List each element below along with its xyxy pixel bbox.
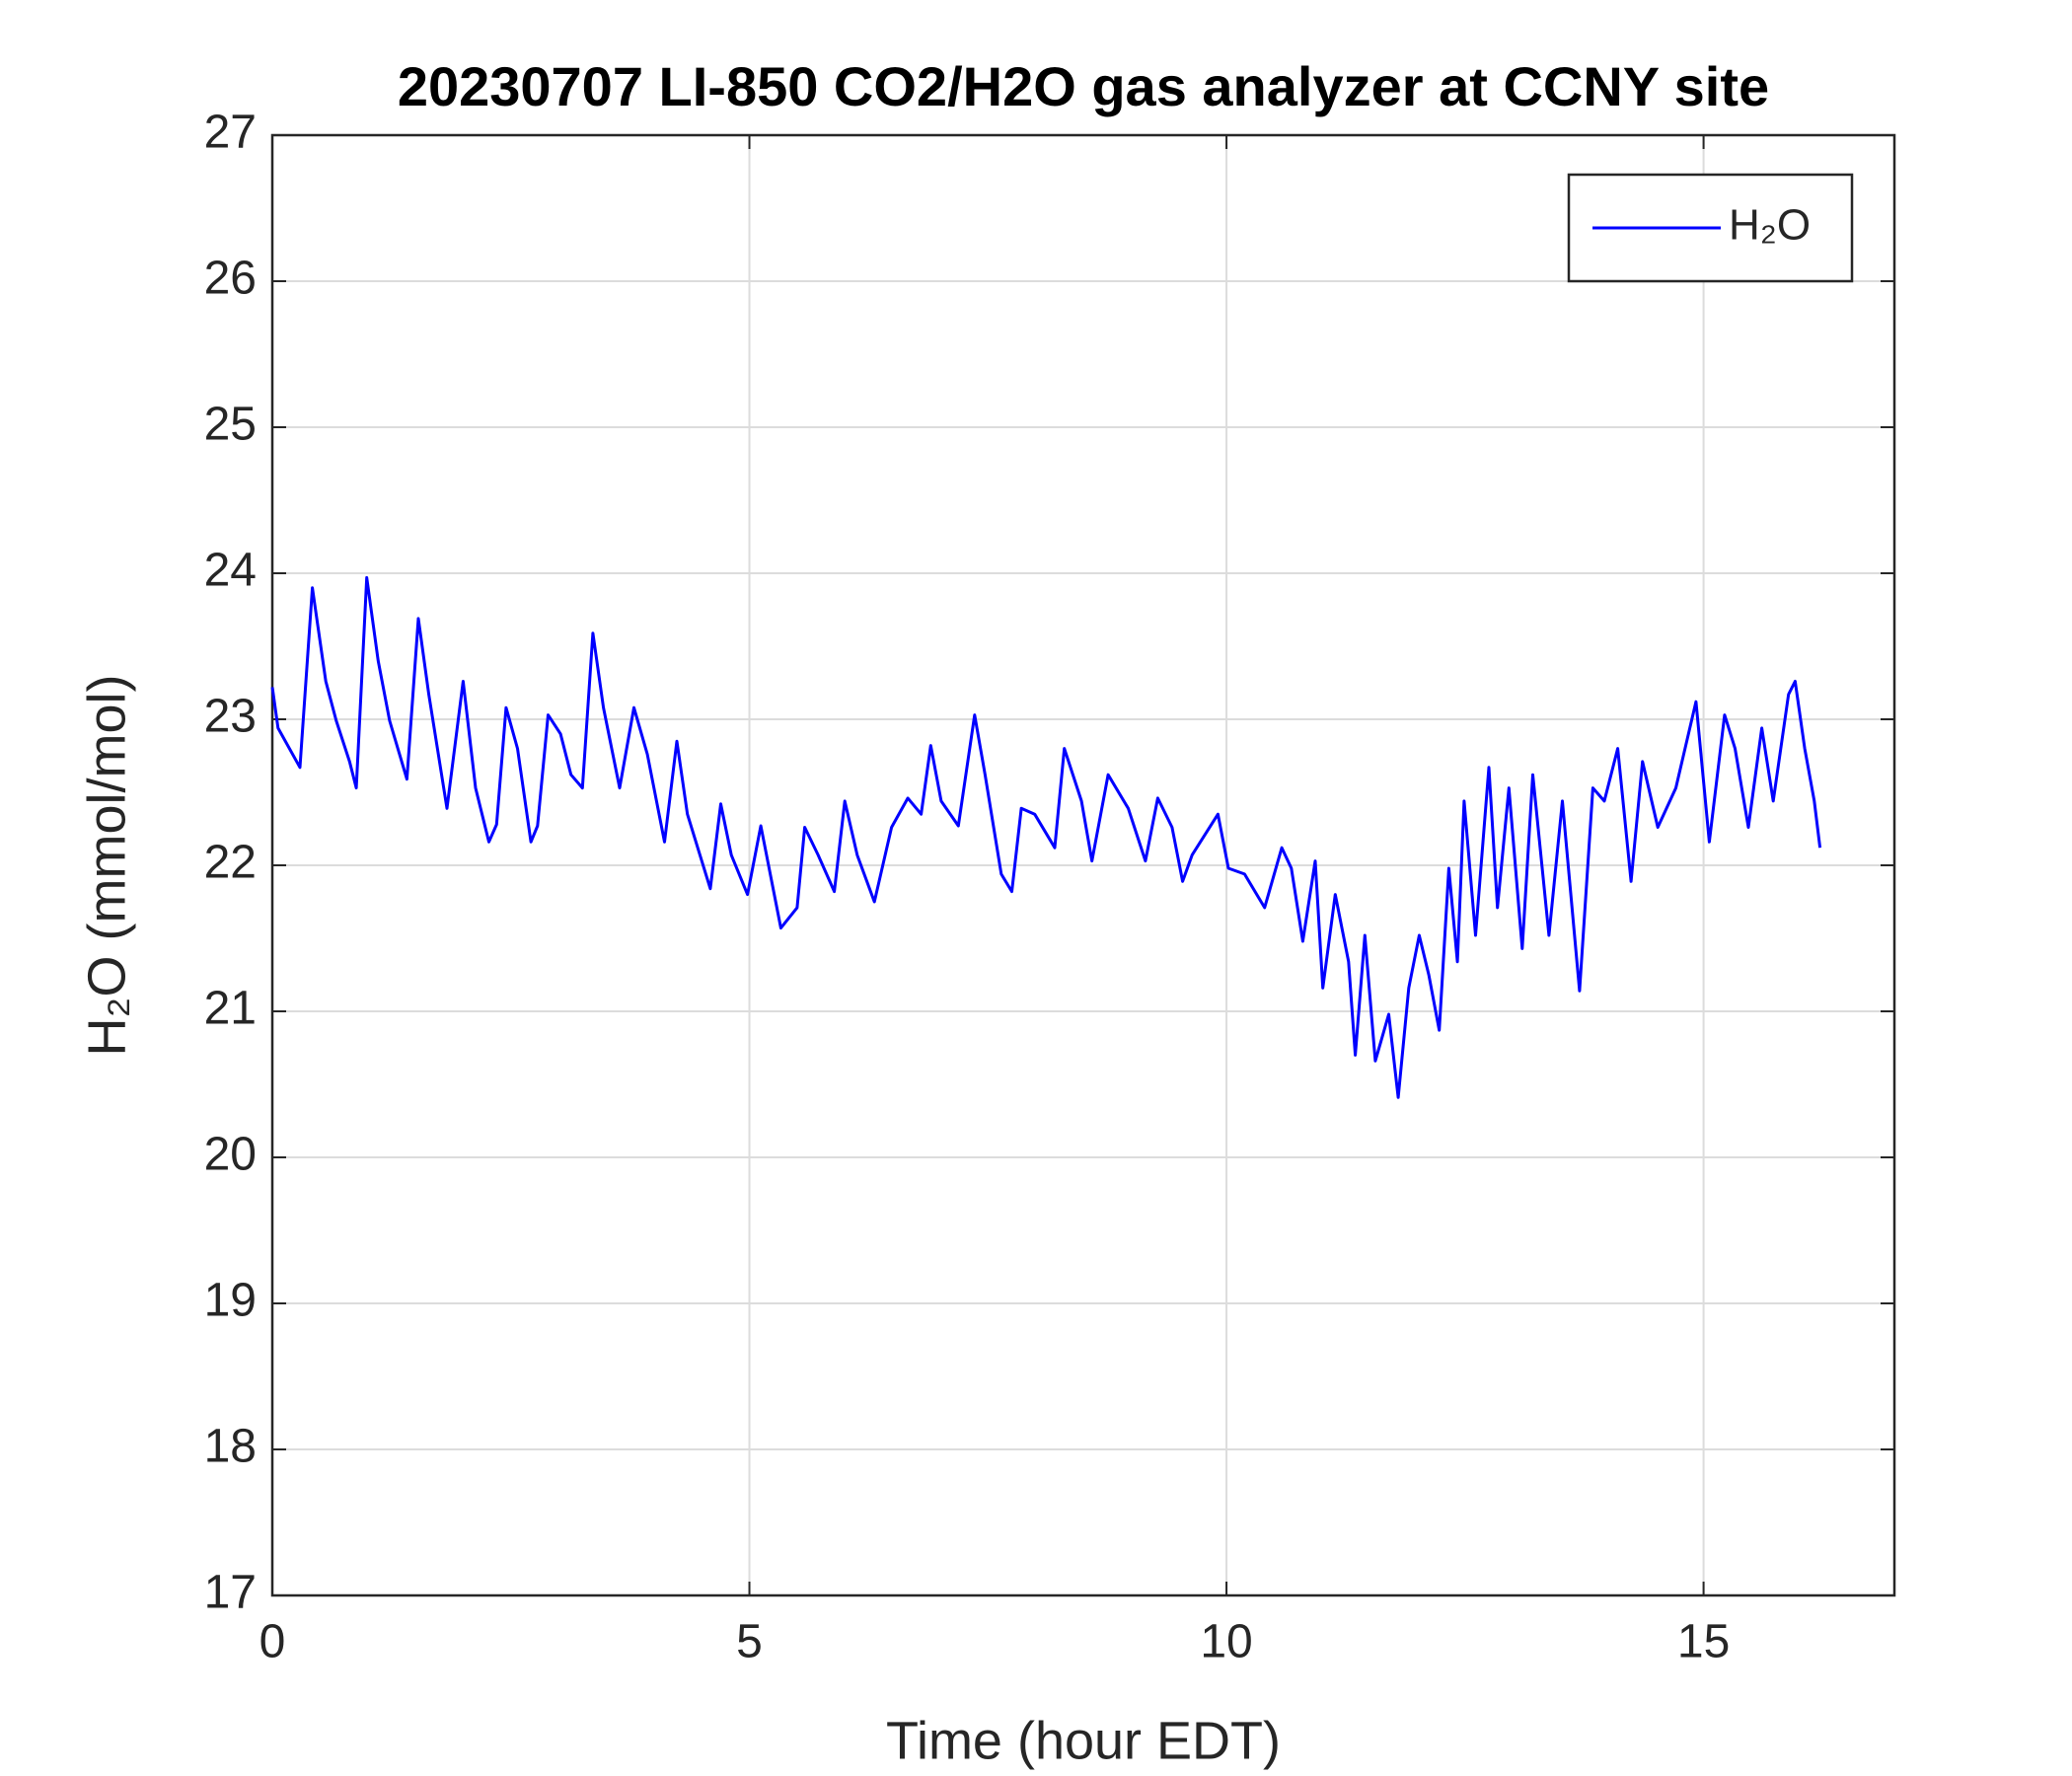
- y-tick-label: 19: [204, 1275, 257, 1327]
- y-tick-label: 17: [204, 1567, 257, 1619]
- chart-title: 20230707 LI-850 CO2/H2O gas analyzer at …: [398, 55, 1769, 117]
- x-tick-label: 0: [259, 1616, 286, 1668]
- data-line: [270, 575, 1822, 1099]
- y-tick-label: 23: [204, 691, 257, 743]
- y-tick-label: 27: [204, 107, 257, 159]
- y-axis-label: H₂O (mmol/mol): [77, 675, 136, 1057]
- y-tick-label: 25: [204, 399, 257, 451]
- plot-frame: [270, 133, 1896, 1597]
- y-tick-label: 18: [204, 1421, 257, 1473]
- x-axis-label: Time (hour EDT): [886, 1711, 1281, 1770]
- legend-label: H₂O: [1729, 201, 1811, 250]
- y-tick-label: 22: [204, 837, 257, 889]
- y-tick-label: 24: [204, 545, 257, 597]
- x-tick-label: 10: [1200, 1616, 1252, 1668]
- x-tick-label: 5: [736, 1616, 763, 1668]
- y-tick-label: 21: [204, 983, 257, 1035]
- x-tick-label: 15: [1677, 1616, 1730, 1668]
- y-tick-label: 20: [204, 1129, 257, 1181]
- y-tick-label: 26: [204, 253, 257, 305]
